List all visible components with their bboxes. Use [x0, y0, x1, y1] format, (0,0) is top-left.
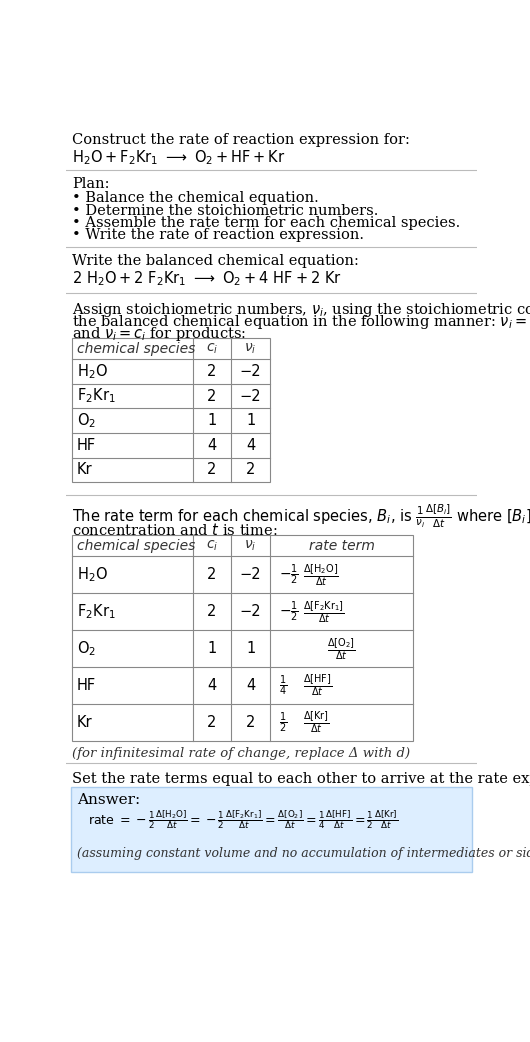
FancyBboxPatch shape	[71, 788, 472, 872]
Text: 2: 2	[207, 567, 217, 582]
Text: 2: 2	[207, 463, 217, 477]
Text: $\frac{1}{4}$: $\frac{1}{4}$	[279, 673, 288, 698]
Text: $c_i$: $c_i$	[206, 539, 218, 553]
Text: concentration and $t$ is time:: concentration and $t$ is time:	[73, 522, 278, 539]
Text: 2: 2	[246, 715, 255, 730]
Text: −2: −2	[240, 389, 261, 403]
Text: 2: 2	[207, 715, 217, 730]
Text: $-\frac{1}{2}$: $-\frac{1}{2}$	[279, 599, 299, 624]
Text: −2: −2	[240, 604, 261, 619]
Text: 2: 2	[207, 389, 217, 403]
Text: • Determine the stoichiometric numbers.: • Determine the stoichiometric numbers.	[73, 203, 379, 218]
Text: 4: 4	[246, 678, 255, 693]
Text: Assign stoichiometric numbers, $\nu_i$, using the stoichiometric coefficients, $: Assign stoichiometric numbers, $\nu_i$, …	[73, 300, 530, 319]
Text: $\frac{\Delta[\mathrm{O_2}]}{\Delta t}$: $\frac{\Delta[\mathrm{O_2}]}{\Delta t}$	[328, 636, 356, 662]
Text: 1: 1	[207, 641, 217, 656]
Text: The rate term for each chemical species, $B_i$, is $\frac{1}{\nu_i}\frac{\Delta : The rate term for each chemical species,…	[73, 502, 530, 529]
Text: $\mathrm{H_2O}$: $\mathrm{H_2O}$	[77, 362, 108, 380]
Text: $\mathrm{F_2Kr_1}$: $\mathrm{F_2Kr_1}$	[77, 602, 116, 621]
Text: • Balance the chemical equation.: • Balance the chemical equation.	[73, 192, 319, 205]
Text: 1: 1	[246, 641, 255, 656]
Text: $\nu_i$: $\nu_i$	[244, 342, 257, 356]
Text: $\mathrm{2\ H_2O + 2\ F_2Kr_1\ \longrightarrow\ O_2 + 4\ HF + 2\ Kr}$: $\mathrm{2\ H_2O + 2\ F_2Kr_1\ \longrigh…	[73, 270, 342, 289]
Text: 4: 4	[207, 438, 217, 453]
Text: 1: 1	[246, 414, 255, 428]
Text: 1: 1	[207, 414, 217, 428]
Text: Plan:: Plan:	[73, 177, 110, 192]
Text: HF: HF	[77, 678, 96, 693]
Text: and $\nu_i = c_i$ for products:: and $\nu_i = c_i$ for products:	[73, 325, 247, 343]
Text: • Write the rate of reaction expression.: • Write the rate of reaction expression.	[73, 228, 365, 242]
Text: $\mathrm{O_2}$: $\mathrm{O_2}$	[77, 640, 96, 658]
Text: Kr: Kr	[77, 715, 93, 730]
Text: $\mathrm{F_2Kr_1}$: $\mathrm{F_2Kr_1}$	[77, 387, 116, 405]
Text: $\mathrm{O_2}$: $\mathrm{O_2}$	[77, 412, 96, 430]
Text: $\frac{\Delta[\mathrm{H_2O}]}{\Delta t}$: $\frac{\Delta[\mathrm{H_2O}]}{\Delta t}$	[303, 562, 339, 588]
Text: Answer:: Answer:	[77, 793, 140, 808]
Text: $\frac{\Delta[\mathrm{HF}]}{\Delta t}$: $\frac{\Delta[\mathrm{HF}]}{\Delta t}$	[303, 673, 332, 698]
Text: chemical species: chemical species	[77, 539, 196, 553]
Text: HF: HF	[77, 438, 96, 453]
Text: (for infinitesimal rate of change, replace Δ with d): (for infinitesimal rate of change, repla…	[73, 747, 411, 761]
Text: $\frac{\Delta[\mathrm{F_2Kr_1}]}{\Delta t}$: $\frac{\Delta[\mathrm{F_2Kr_1}]}{\Delta …	[303, 599, 344, 624]
Text: the balanced chemical equation in the following manner: $\nu_i = -c_i$ for react: the balanced chemical equation in the fo…	[73, 313, 530, 331]
Text: $-\frac{1}{2}$: $-\frac{1}{2}$	[279, 563, 299, 587]
Text: • Assemble the rate term for each chemical species.: • Assemble the rate term for each chemic…	[73, 216, 461, 230]
Text: $\nu_i$: $\nu_i$	[244, 539, 257, 553]
Text: $\frac{1}{2}$: $\frac{1}{2}$	[279, 711, 288, 735]
Text: Construct the rate of reaction expression for:: Construct the rate of reaction expressio…	[73, 132, 410, 147]
Text: chemical species: chemical species	[77, 342, 196, 356]
Text: 4: 4	[246, 438, 255, 453]
Text: rate $= -\frac{1}{2}\frac{\Delta[\mathrm{H_2O}]}{\Delta t}= -\frac{1}{2}\frac{\D: rate $= -\frac{1}{2}\frac{\Delta[\mathrm…	[88, 809, 398, 832]
Text: Write the balanced chemical equation:: Write the balanced chemical equation:	[73, 254, 359, 269]
Text: −2: −2	[240, 364, 261, 379]
Text: $\frac{\Delta[\mathrm{Kr}]}{\Delta t}$: $\frac{\Delta[\mathrm{Kr}]}{\Delta t}$	[303, 710, 329, 736]
Text: $\mathrm{H_2O}$: $\mathrm{H_2O}$	[77, 566, 108, 585]
Text: (assuming constant volume and no accumulation of intermediates or side products): (assuming constant volume and no accumul…	[77, 847, 530, 861]
Text: $\mathrm{H_2O + F_2Kr_1\ \longrightarrow\ O_2 + HF + Kr}$: $\mathrm{H_2O + F_2Kr_1\ \longrightarrow…	[73, 148, 286, 167]
Text: 2: 2	[207, 604, 217, 619]
Text: $c_i$: $c_i$	[206, 342, 218, 356]
Text: rate term: rate term	[309, 539, 375, 553]
Text: 2: 2	[246, 463, 255, 477]
Text: 2: 2	[207, 364, 217, 379]
Text: Set the rate terms equal to each other to arrive at the rate expression:: Set the rate terms equal to each other t…	[73, 772, 530, 786]
Text: −2: −2	[240, 567, 261, 582]
Bar	[73, 338, 270, 482]
Text: Kr: Kr	[77, 463, 93, 477]
Bar	[73, 535, 413, 741]
Text: 4: 4	[207, 678, 217, 693]
